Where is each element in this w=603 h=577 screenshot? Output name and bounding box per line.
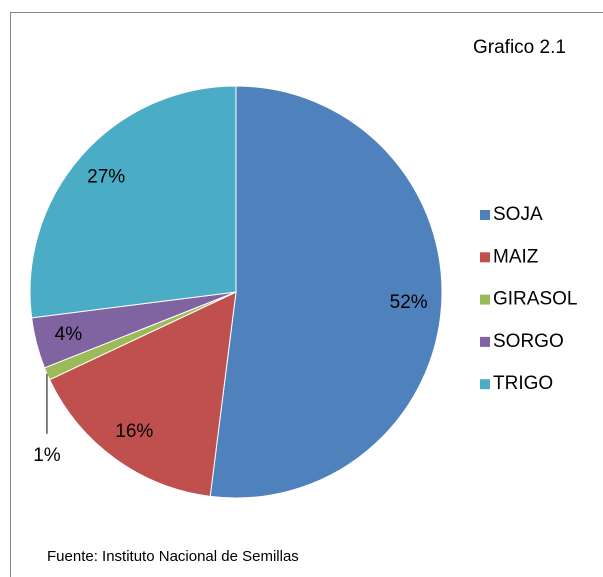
legend-label: GIRASOL: [493, 289, 577, 310]
pie-slice: [209, 85, 443, 499]
chart-title: Grafico 2.1: [473, 37, 566, 58]
legend-swatch: [480, 294, 490, 305]
data-label: 52%: [390, 292, 428, 313]
legend-swatch: [480, 336, 490, 347]
legend-swatch: [480, 252, 490, 263]
pie-slice: [48, 291, 237, 497]
legend-swatch: [480, 210, 490, 220]
data-label: 16%: [115, 421, 153, 442]
legend-label: SOJA: [493, 204, 543, 225]
data-label: 4%: [55, 324, 83, 345]
data-label: 1%: [33, 445, 61, 466]
legend-label: TRIGO: [493, 373, 553, 394]
legend-swatch: [480, 379, 490, 390]
source-note: Fuente: Instituto Nacional de Semillas: [47, 548, 299, 565]
data-label: 27%: [87, 167, 125, 188]
pie-slice: [29, 85, 237, 319]
legend-label: MAIZ: [493, 246, 539, 267]
legend-label: SORGO: [493, 331, 564, 352]
